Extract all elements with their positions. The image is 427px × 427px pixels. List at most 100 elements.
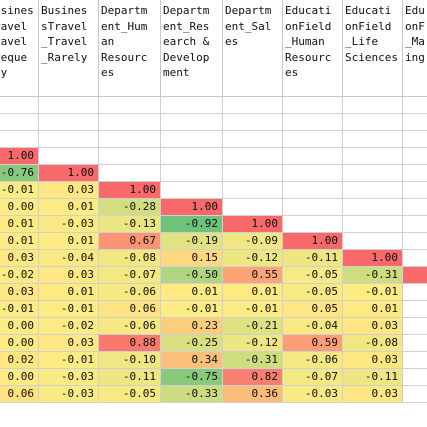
- table-cell[interactable]: 0.03: [0, 250, 39, 267]
- table-cell[interactable]: [0, 114, 39, 131]
- table-cell[interactable]: [283, 114, 343, 131]
- table-cell[interactable]: -0.50: [161, 267, 223, 284]
- table-cell[interactable]: 0.55: [223, 267, 283, 284]
- table-cell[interactable]: 0.01: [39, 199, 99, 216]
- table-cell[interactable]: [99, 165, 161, 182]
- column-header[interactable]: Departm ent_Sal es: [223, 0, 283, 97]
- table-cell[interactable]: [223, 199, 283, 216]
- table-cell[interactable]: -0.25: [161, 335, 223, 352]
- table-cell[interactable]: -0.06: [99, 284, 161, 301]
- table-cell[interactable]: [343, 131, 403, 148]
- table-cell[interactable]: [223, 165, 283, 182]
- table-cell[interactable]: 1.00: [0, 148, 39, 165]
- table-cell[interactable]: -0.02: [39, 318, 99, 335]
- table-cell[interactable]: [403, 114, 427, 131]
- table-cell[interactable]: [403, 216, 427, 233]
- table-cell[interactable]: [161, 165, 223, 182]
- table-cell[interactable]: 0.00: [0, 335, 39, 352]
- table-cell[interactable]: -0.05: [99, 386, 161, 403]
- column-header[interactable]: Educati onField _Life Sciences: [343, 0, 403, 97]
- table-cell[interactable]: -0.03: [39, 386, 99, 403]
- table-cell[interactable]: [161, 97, 223, 114]
- table-cell[interactable]: 0.82: [223, 369, 283, 386]
- table-cell[interactable]: 0.67: [99, 233, 161, 250]
- table-cell[interactable]: [403, 233, 427, 250]
- table-cell[interactable]: -0.11: [283, 250, 343, 267]
- table-cell[interactable]: 0.01: [39, 233, 99, 250]
- table-cell[interactable]: [223, 148, 283, 165]
- table-cell[interactable]: -0.01: [343, 284, 403, 301]
- table-cell[interactable]: 0.00: [0, 199, 39, 216]
- table-cell[interactable]: [161, 131, 223, 148]
- table-cell[interactable]: 0.03: [343, 386, 403, 403]
- table-cell[interactable]: 1.00: [99, 182, 161, 199]
- table-cell[interactable]: [403, 352, 427, 369]
- table-cell[interactable]: 0.01: [0, 216, 39, 233]
- table-cell[interactable]: 0.23: [161, 318, 223, 335]
- table-cell[interactable]: -0.01: [39, 352, 99, 369]
- table-cell[interactable]: [283, 182, 343, 199]
- table-cell[interactable]: 0.05: [283, 301, 343, 318]
- table-cell[interactable]: -0.33: [161, 386, 223, 403]
- table-cell[interactable]: 1.00: [343, 250, 403, 267]
- table-cell[interactable]: [283, 131, 343, 148]
- table-cell[interactable]: -0.01: [223, 301, 283, 318]
- table-cell[interactable]: -0.07: [283, 369, 343, 386]
- table-cell[interactable]: [161, 148, 223, 165]
- table-cell[interactable]: -0.21: [223, 318, 283, 335]
- table-cell[interactable]: 0.59: [283, 335, 343, 352]
- table-cell[interactable]: 0.01: [39, 284, 99, 301]
- table-cell[interactable]: -0.03: [39, 369, 99, 386]
- table-cell[interactable]: -0.76: [0, 165, 39, 182]
- table-cell[interactable]: [343, 199, 403, 216]
- column-header[interactable]: Departm ent_Hum an Resourc es: [99, 0, 161, 97]
- column-header[interactable]: Busines sTravel _Travel _Rarely: [39, 0, 99, 97]
- table-cell[interactable]: 1.00: [161, 199, 223, 216]
- table-cell[interactable]: [403, 318, 427, 335]
- table-cell[interactable]: -0.03: [39, 216, 99, 233]
- table-cell[interactable]: 0.36: [223, 386, 283, 403]
- table-cell[interactable]: -0.01: [39, 301, 99, 318]
- table-cell[interactable]: [283, 148, 343, 165]
- table-cell[interactable]: 0.01: [0, 233, 39, 250]
- table-cell[interactable]: [283, 97, 343, 114]
- table-cell[interactable]: -0.09: [223, 233, 283, 250]
- table-cell[interactable]: [403, 250, 427, 267]
- table-cell[interactable]: [39, 114, 99, 131]
- table-cell[interactable]: 0.02: [0, 352, 39, 369]
- table-cell[interactable]: [343, 233, 403, 250]
- table-cell[interactable]: 0.00: [0, 318, 39, 335]
- table-cell[interactable]: [343, 114, 403, 131]
- table-cell[interactable]: 0.06: [99, 301, 161, 318]
- table-cell[interactable]: [403, 284, 427, 301]
- table-cell[interactable]: 0.06: [0, 386, 39, 403]
- table-cell[interactable]: -0.06: [283, 352, 343, 369]
- table-cell[interactable]: -0.03: [283, 386, 343, 403]
- table-cell[interactable]: -0.13: [99, 216, 161, 233]
- table-cell[interactable]: [403, 301, 427, 318]
- table-cell[interactable]: 0.03: [39, 267, 99, 284]
- table-cell[interactable]: [161, 114, 223, 131]
- table-cell[interactable]: -0.02: [0, 267, 39, 284]
- table-cell[interactable]: [0, 131, 39, 148]
- table-cell[interactable]: [161, 182, 223, 199]
- table-cell[interactable]: -0.11: [343, 369, 403, 386]
- table-cell[interactable]: [403, 97, 427, 114]
- table-cell[interactable]: -0.12: [223, 250, 283, 267]
- table-cell[interactable]: -0.19: [161, 233, 223, 250]
- table-cell[interactable]: -0.04: [283, 318, 343, 335]
- table-cell[interactable]: [99, 131, 161, 148]
- table-cell[interactable]: 1.00: [39, 165, 99, 182]
- table-cell[interactable]: -0.92: [161, 216, 223, 233]
- table-cell[interactable]: -0.01: [161, 301, 223, 318]
- table-cell[interactable]: [223, 114, 283, 131]
- table-cell[interactable]: [39, 97, 99, 114]
- table-cell[interactable]: 0.00: [0, 369, 39, 386]
- table-cell[interactable]: -0.01: [0, 301, 39, 318]
- table-cell[interactable]: -0.31: [343, 267, 403, 284]
- table-cell[interactable]: 0.03: [39, 335, 99, 352]
- table-cell[interactable]: [223, 97, 283, 114]
- table-cell[interactable]: 0.01: [343, 301, 403, 318]
- table-cell[interactable]: -0.08: [343, 335, 403, 352]
